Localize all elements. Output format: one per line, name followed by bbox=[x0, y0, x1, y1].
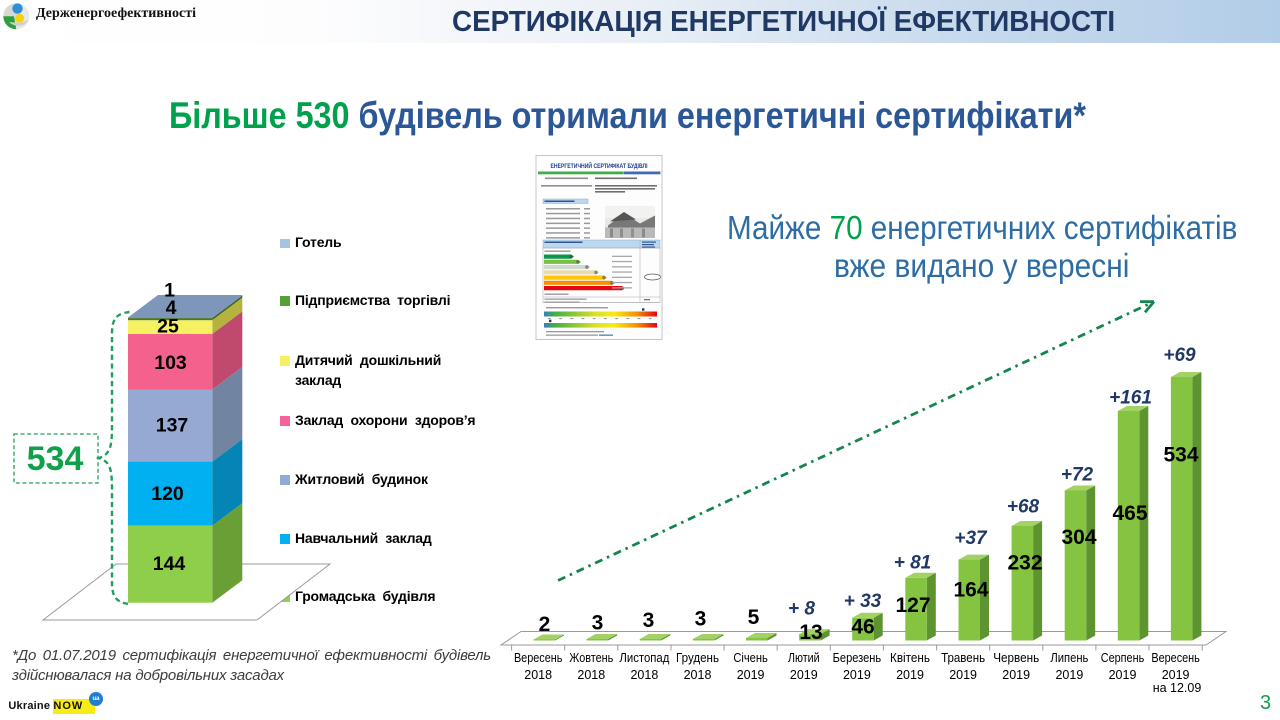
svg-text:Квітень: Квітень bbox=[890, 651, 930, 665]
svg-text:Травень: Травень bbox=[941, 651, 985, 665]
svg-text:304: 304 bbox=[1061, 526, 1096, 549]
svg-text:534: 534 bbox=[1163, 444, 1198, 467]
svg-text:Серпень: Серпень bbox=[1101, 651, 1145, 665]
svg-text:+68: +68 bbox=[1007, 497, 1040, 518]
svg-text:2019: 2019 bbox=[843, 668, 871, 682]
svg-text:127: 127 bbox=[895, 594, 930, 617]
svg-text:Липень: Липень bbox=[1050, 651, 1088, 665]
svg-text:+ 8: + 8 bbox=[788, 599, 815, 620]
svg-text:1: 1 bbox=[164, 280, 175, 302]
svg-text:+ 33: + 33 bbox=[844, 591, 882, 612]
svg-text:2019: 2019 bbox=[949, 668, 977, 682]
svg-text:2019: 2019 bbox=[1055, 668, 1083, 682]
svg-text:2019: 2019 bbox=[896, 668, 924, 682]
svg-text:534: 534 bbox=[27, 440, 84, 478]
svg-text:13: 13 bbox=[799, 621, 822, 644]
svg-text:Березень: Березень bbox=[833, 651, 882, 665]
svg-text:3: 3 bbox=[695, 608, 707, 631]
svg-text:2019: 2019 bbox=[1162, 668, 1190, 682]
svg-text:2018: 2018 bbox=[577, 668, 605, 682]
svg-text:103: 103 bbox=[154, 352, 187, 374]
svg-text:+72: +72 bbox=[1061, 465, 1094, 486]
svg-text:2: 2 bbox=[539, 613, 551, 636]
svg-text:3: 3 bbox=[592, 612, 604, 635]
svg-text:4: 4 bbox=[166, 297, 177, 319]
svg-text:3: 3 bbox=[643, 609, 655, 632]
svg-text:2019: 2019 bbox=[790, 668, 818, 682]
svg-text:+37: +37 bbox=[954, 528, 988, 549]
svg-text:46: 46 bbox=[851, 616, 874, 639]
svg-text:2019: 2019 bbox=[1002, 668, 1030, 682]
svg-text:+161: +161 bbox=[1109, 388, 1152, 409]
svg-text:120: 120 bbox=[151, 483, 184, 505]
svg-text:137: 137 bbox=[156, 415, 189, 437]
svg-text:Вересень: Вересень bbox=[1151, 651, 1200, 665]
svg-text:Червень: Червень bbox=[993, 651, 1039, 665]
svg-text:+69: +69 bbox=[1163, 345, 1196, 366]
svg-text:Лютий: Лютий bbox=[788, 651, 820, 665]
svg-text:2018: 2018 bbox=[630, 668, 658, 682]
svg-text:Грудень: Грудень bbox=[676, 651, 719, 665]
svg-text:5: 5 bbox=[748, 606, 760, 629]
svg-text:2018: 2018 bbox=[524, 668, 552, 682]
svg-text:2018: 2018 bbox=[684, 668, 712, 682]
svg-text:Вересень: Вересень bbox=[514, 651, 563, 665]
svg-text:ЕНЕРГЕТИЧНИЙ СЕРТИФІКАТ БУДІВЛ: ЕНЕРГЕТИЧНИЙ СЕРТИФІКАТ БУДІВЛІ bbox=[551, 162, 648, 170]
svg-text:465: 465 bbox=[1112, 502, 1147, 525]
svg-text:+ 81: + 81 bbox=[894, 553, 932, 574]
svg-text:164: 164 bbox=[953, 579, 988, 602]
svg-text:2019: 2019 bbox=[737, 668, 765, 682]
svg-text:25: 25 bbox=[157, 315, 179, 337]
svg-text:144: 144 bbox=[153, 553, 186, 575]
svg-text:Листопад: Листопад bbox=[619, 651, 670, 665]
svg-text:Січень: Січень bbox=[733, 651, 768, 665]
svg-text:232: 232 bbox=[1007, 552, 1042, 575]
svg-text:2019: 2019 bbox=[1109, 668, 1137, 682]
svg-text:Жовтень: Жовтень bbox=[569, 651, 613, 665]
svg-text:на 12.09: на 12.09 bbox=[1153, 681, 1202, 695]
